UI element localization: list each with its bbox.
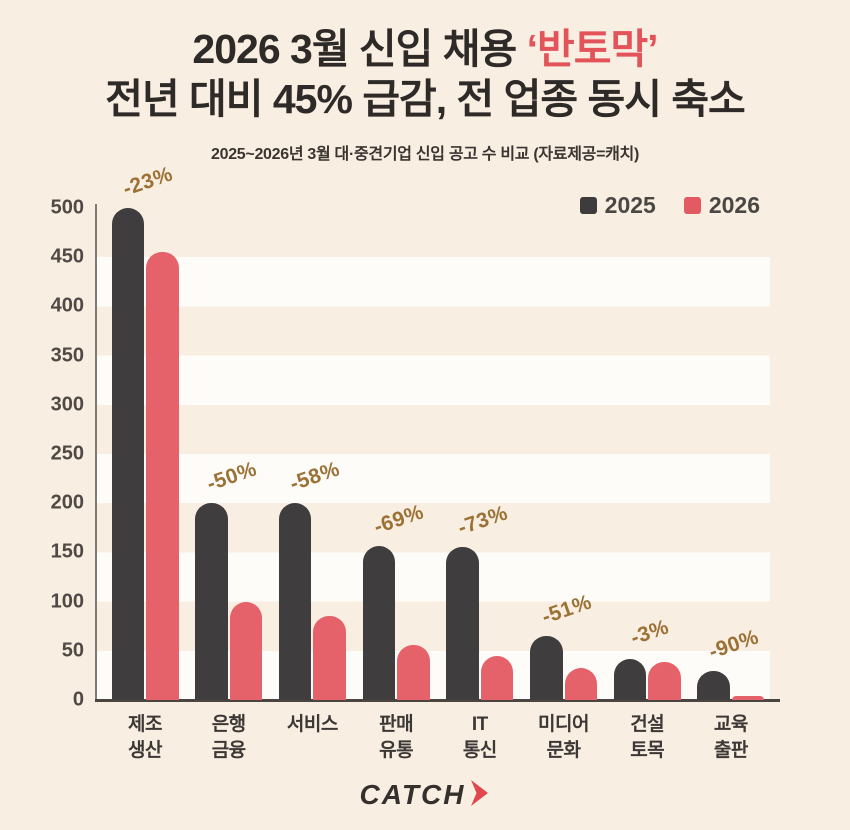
bar-2025-1	[195, 503, 228, 700]
category-label-line: 판매	[379, 714, 414, 735]
y-tick-150: 150	[50, 540, 84, 563]
category-label-line: 건설	[630, 714, 665, 735]
bar-chart-plot-area: 0 50 100 150 200 250 300 350 400 450 500 -23% 제조 생산 -5…	[51, 162, 780, 761]
category-label-line: 통신	[462, 739, 497, 761]
bar-group-1	[195, 503, 263, 700]
category-label-line: 생산	[128, 739, 162, 761]
category-label-line: IT	[471, 714, 488, 735]
bar-group-6	[613, 658, 681, 700]
page-title-line1: 2026 3월 신입 채용 ‘반토막’	[0, 24, 850, 74]
bar-group-3	[362, 545, 430, 700]
catch-logo-text: CATCH	[359, 778, 466, 810]
change-label-2: -58%	[287, 457, 344, 496]
change-label-5: -51%	[538, 590, 595, 629]
y-tick-300: 300	[50, 393, 84, 416]
bar-group-0	[111, 208, 179, 700]
change-label-1: -50%	[203, 457, 260, 496]
bar-2026-5	[564, 667, 597, 700]
y-tick-350: 350	[50, 344, 84, 367]
category-label-line: 유통	[379, 739, 414, 761]
bar-2026-2	[313, 616, 346, 700]
bar-2026-4	[480, 655, 514, 700]
y-tick-500: 500	[50, 196, 84, 219]
y-tick-0: 0	[72, 688, 84, 711]
y-tick-100: 100	[50, 590, 84, 613]
category-label-4: IT 통신	[432, 712, 528, 763]
change-label-3: -69%	[371, 499, 427, 539]
category-label-line: 금융	[211, 739, 246, 761]
bar-2026-1	[229, 601, 263, 700]
category-label-line: 제조	[128, 714, 162, 735]
bar-2025-2	[278, 503, 312, 700]
y-tick-450: 450	[50, 245, 84, 268]
category-label-line: 미디어	[538, 714, 589, 735]
bar-2025-6	[613, 658, 647, 700]
y-tick-400: 400	[50, 294, 84, 317]
title-text: 2026 3월 신입 채용	[192, 26, 527, 72]
bar-2025-5	[530, 636, 563, 700]
y-axis	[95, 204, 97, 700]
bar-group-7	[697, 671, 765, 700]
bar-2025-0	[111, 208, 144, 700]
change-label-7: -90%	[705, 625, 762, 665]
y-tick-250: 250	[50, 442, 84, 465]
header: 2026 3월 신입 채용 ‘반토막’ 전년 대비 45% 급감, 전 업종 동…	[0, 24, 850, 164]
y-tick-200: 200	[50, 491, 84, 514]
category-label-line: 은행	[211, 714, 246, 735]
bar-2025-4	[446, 546, 479, 700]
category-label-2: 서비스	[264, 712, 360, 738]
bar-group-5	[530, 636, 597, 700]
change-label-6: -3%	[627, 615, 673, 650]
change-label-4: -73%	[454, 500, 511, 540]
bar-group-2	[278, 503, 346, 700]
footer: CATCH	[0, 777, 850, 812]
category-label-line: 출판	[713, 739, 748, 761]
category-label-line: 교육	[713, 714, 748, 735]
bar-2026-3	[397, 644, 430, 700]
page-title-line2: 전년 대비 45% 급감, 전 업종 동시 축소	[105, 76, 746, 123]
y-tick-50: 50	[61, 639, 84, 662]
x-axis	[95, 699, 780, 702]
category-label-line: 토목	[630, 739, 665, 761]
bar-2026-0	[146, 252, 179, 700]
page-subtitle: 2025~2026년 3월 대·중견기업 신입 공고 수 비교 (자료제공=캐치…	[211, 146, 639, 164]
title-highlight: ‘반토막’	[526, 26, 659, 72]
bar-2025-7	[697, 671, 730, 700]
category-label-line: 문화	[546, 739, 581, 761]
bar-group-4	[446, 546, 514, 700]
bar-2025-3	[362, 545, 396, 700]
catch-arrow-icon	[468, 779, 490, 812]
bar-2026-6	[648, 661, 681, 700]
category-label-line: 서비스	[286, 714, 338, 735]
bar-2026-7	[731, 696, 765, 700]
